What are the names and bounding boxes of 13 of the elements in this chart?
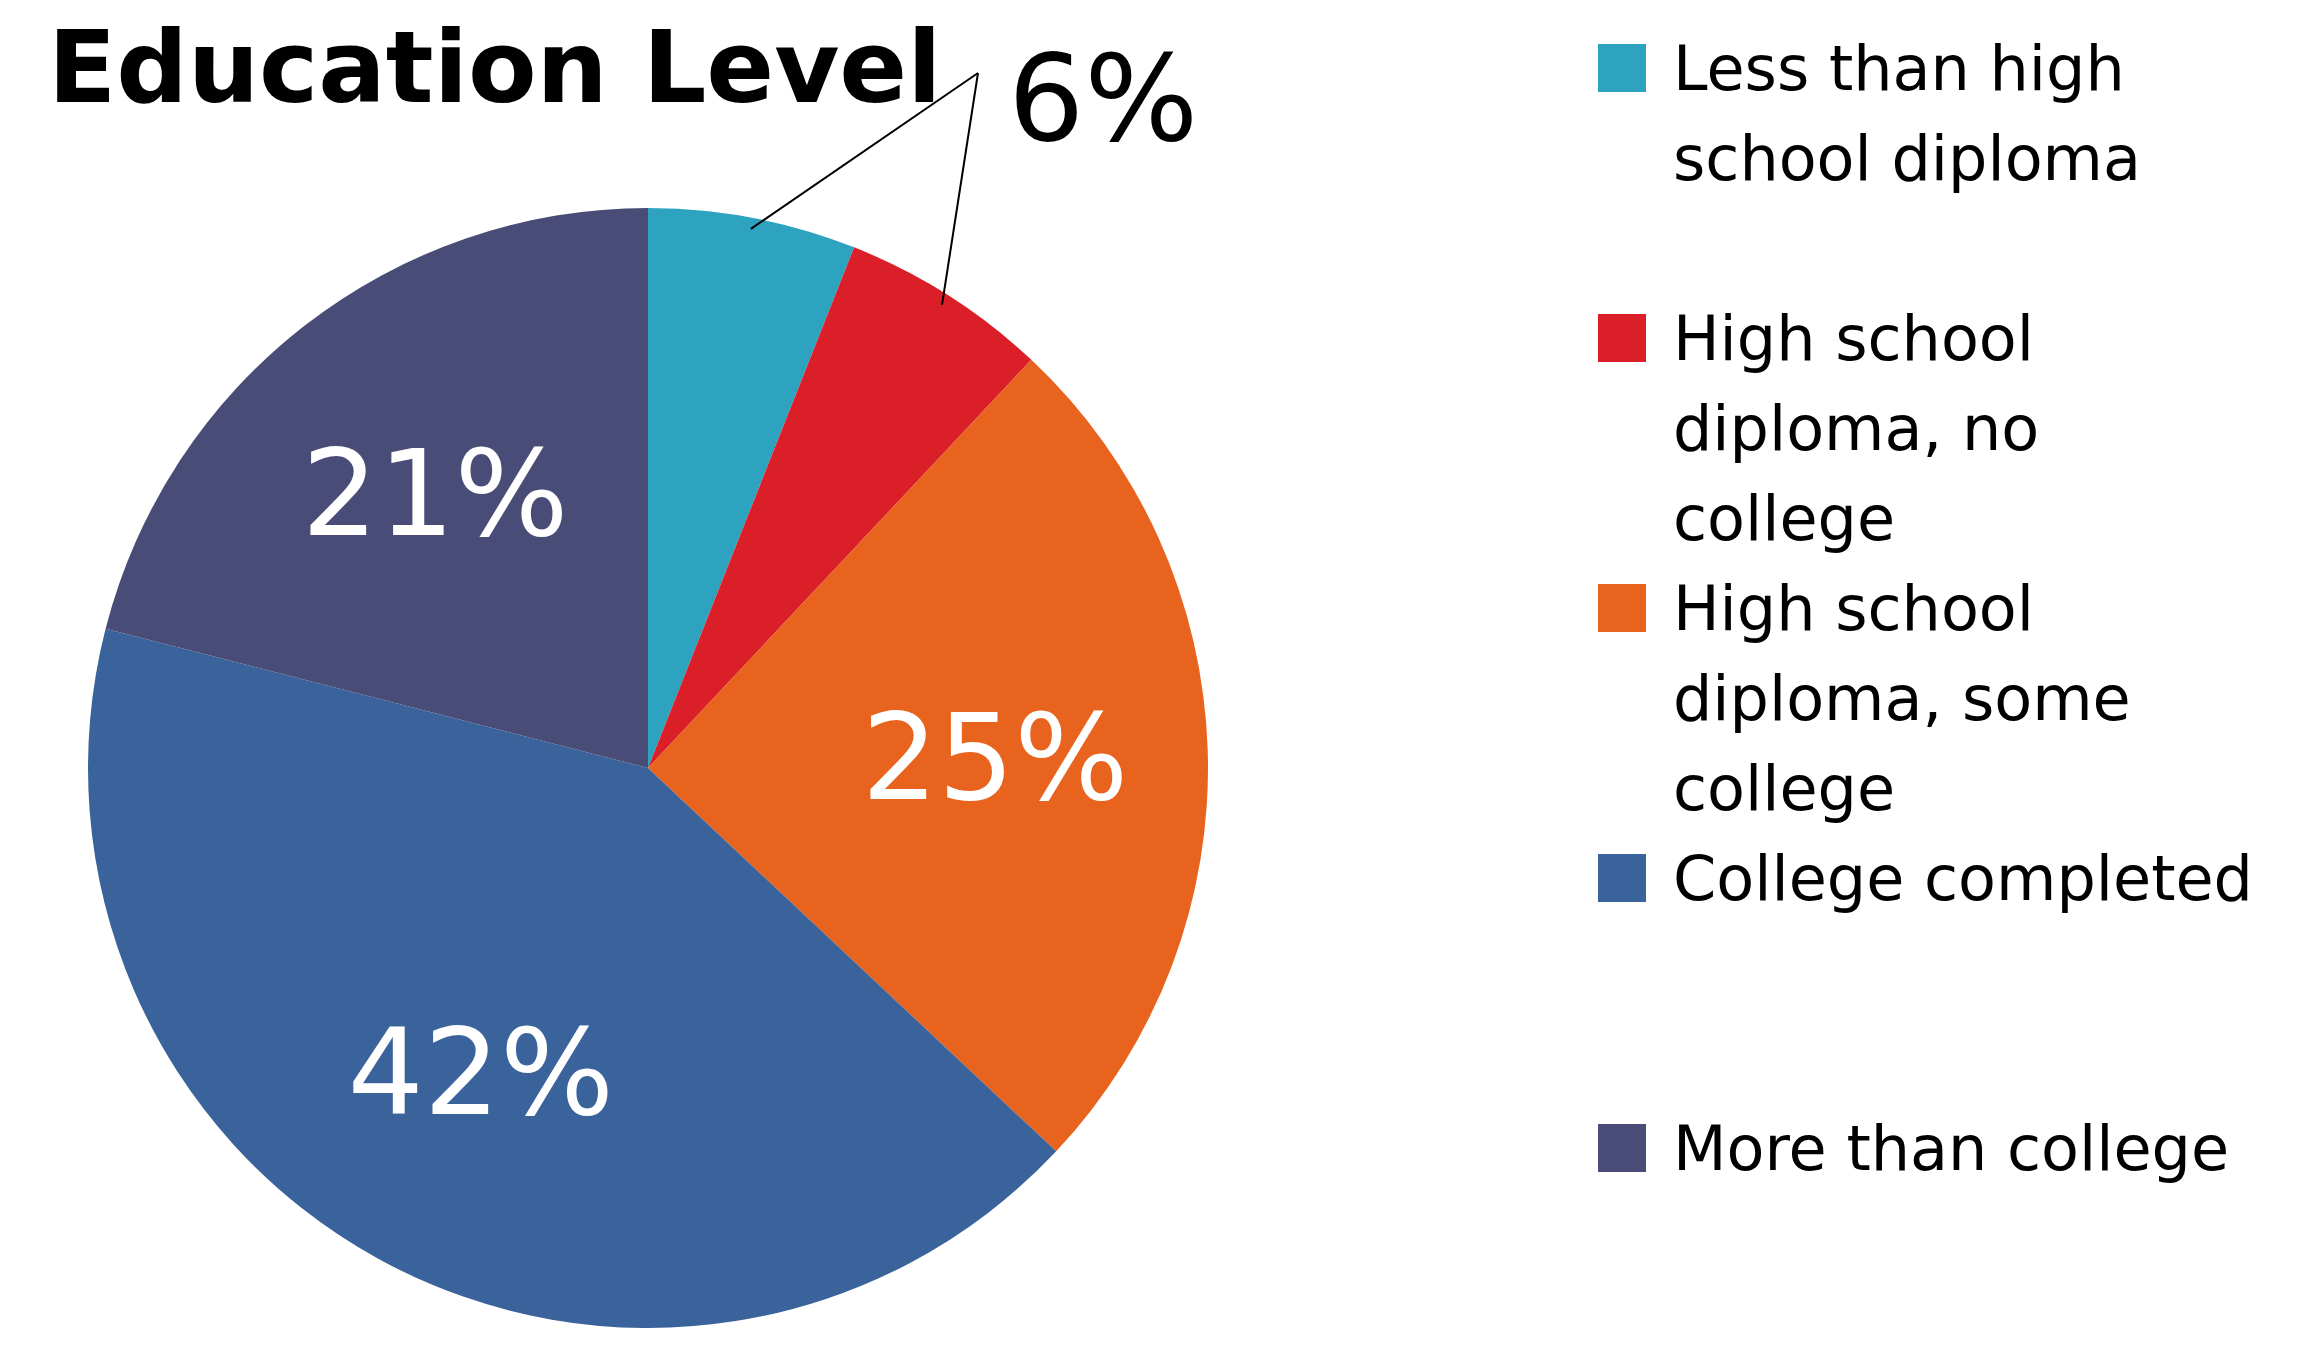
- data-label: 21%: [301, 424, 569, 564]
- legend-label: Less than high school diploma: [1673, 31, 2141, 195]
- legend-label: High school diploma, no college: [1673, 301, 2040, 555]
- data-label: 25%: [861, 687, 1129, 827]
- data-label: 42%: [347, 1002, 615, 1142]
- pie-slice: [648, 208, 855, 768]
- pie-slice: [105, 208, 648, 768]
- pie-slice: [648, 359, 1208, 1152]
- data-label: 6%: [1008, 28, 1199, 168]
- legend-label: College completed: [1673, 841, 2253, 915]
- chart-title: Education Level: [48, 9, 942, 127]
- legend-label: More than college: [1673, 1111, 2230, 1185]
- legend-label: High school diploma, some college: [1673, 571, 2131, 825]
